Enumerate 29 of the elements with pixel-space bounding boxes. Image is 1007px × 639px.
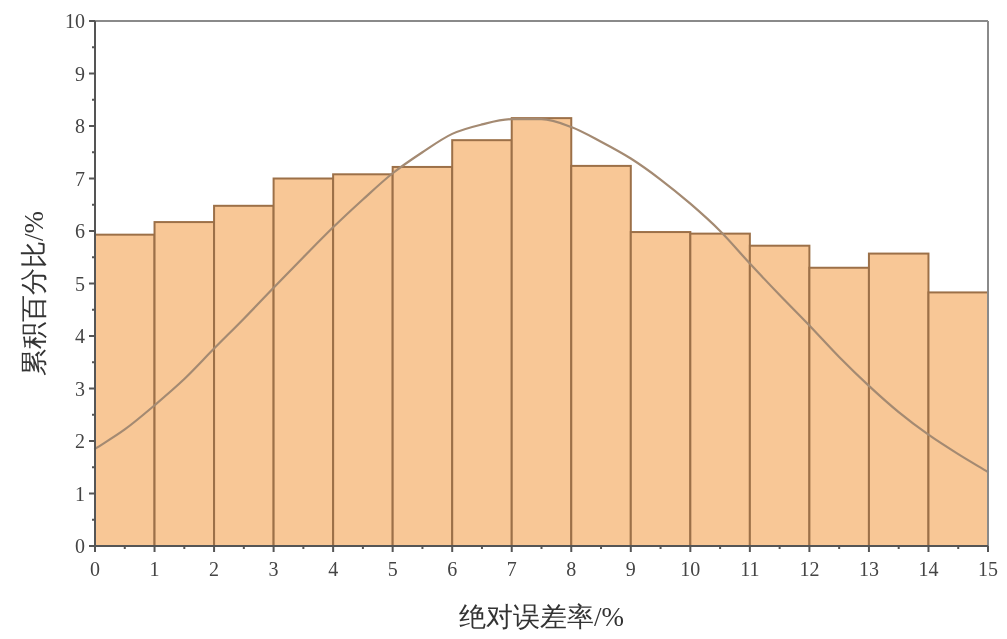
x-tick-label: 7 <box>506 558 517 580</box>
x-tick-label: 6 <box>447 558 458 580</box>
y-tick-label: 2 <box>75 430 85 452</box>
y-tick-label: 6 <box>75 220 85 242</box>
y-tick-label: 5 <box>75 272 85 295</box>
x-tick-label: 13 <box>858 558 879 580</box>
y-tick-label: 4 <box>75 325 85 347</box>
y-tick-label: 9 <box>75 62 85 85</box>
x-tick-label: 15 <box>978 558 998 580</box>
y-axis-title: 累积百分比/% <box>19 211 49 376</box>
x-tick-label: 10 <box>680 558 701 580</box>
y-tick-label: 0 <box>75 535 85 557</box>
x-tick-label: 0 <box>90 558 100 580</box>
x-tick-label: 12 <box>799 558 820 580</box>
x-tick-label: 8 <box>566 558 577 580</box>
x-tick-label: 2 <box>209 558 220 580</box>
y-tick-label: 3 <box>75 377 85 400</box>
x-tick-label: 11 <box>740 558 760 580</box>
x-tick-label: 5 <box>387 558 398 580</box>
x-tick-label: 4 <box>328 558 339 580</box>
x-tick-label: 14 <box>918 558 939 580</box>
x-tick-label: 1 <box>149 558 160 580</box>
x-tick-label: 3 <box>268 558 279 580</box>
y-tick-label: 8 <box>75 115 85 137</box>
x-axis-title: 绝对误差率/% <box>459 602 624 632</box>
y-tick-label: 10 <box>65 10 85 32</box>
x-tick-label: 9 <box>625 558 636 580</box>
y-tick-label: 7 <box>75 167 85 190</box>
y-tick-label: 1 <box>75 482 85 505</box>
